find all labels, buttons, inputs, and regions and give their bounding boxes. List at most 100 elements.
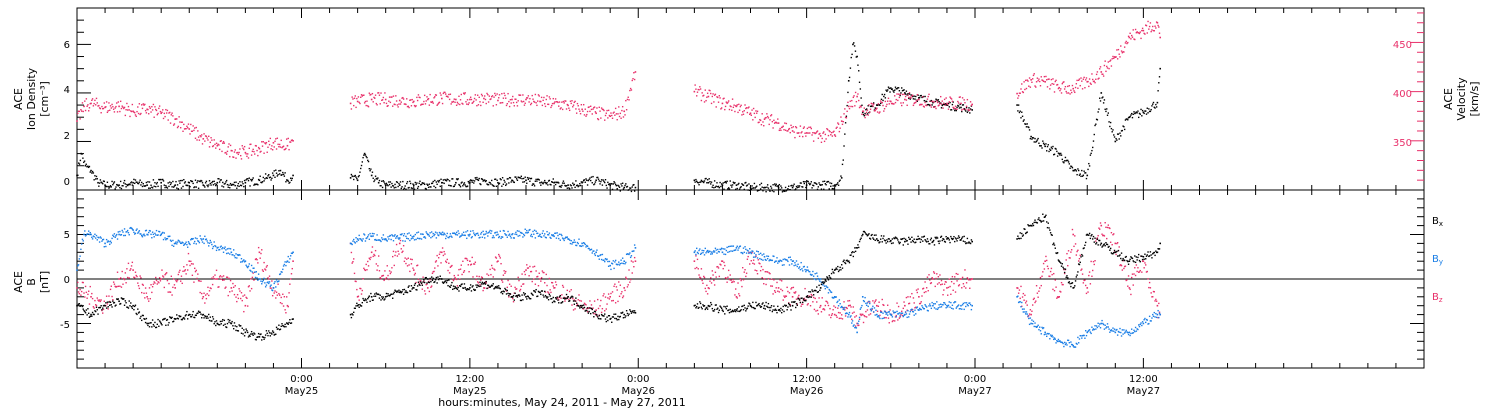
- bz-point: [565, 298, 568, 300]
- velocity-point: [443, 91, 445, 94]
- density-point: [257, 184, 259, 186]
- velocity-point: [913, 102, 915, 105]
- velocity-point: [126, 109, 129, 111]
- velocity-point: [512, 101, 515, 104]
- by-point: [372, 235, 374, 237]
- bz-point: [706, 293, 709, 295]
- bz-point: [373, 253, 375, 256]
- bz-point: [1152, 290, 1155, 293]
- bz-point: [420, 280, 422, 282]
- by-point: [483, 237, 486, 239]
- density-point: [575, 180, 577, 182]
- density-point: [454, 184, 456, 186]
- by-point: [1114, 331, 1117, 334]
- density-point: [498, 183, 500, 185]
- velocity-point: [1048, 78, 1050, 80]
- by-point: [398, 238, 400, 240]
- by-point: [717, 250, 720, 253]
- velocity-point: [732, 106, 735, 109]
- by-point: [95, 234, 98, 237]
- density-point: [1073, 170, 1075, 172]
- by-point: [110, 242, 112, 244]
- bz-point: [874, 300, 876, 302]
- density-point: [875, 104, 878, 106]
- density-point: [251, 178, 254, 181]
- by-point: [1105, 327, 1107, 329]
- by-point: [752, 256, 755, 258]
- bz-point: [252, 272, 254, 274]
- by-point: [739, 245, 742, 247]
- by-point: [877, 315, 880, 317]
- by-point: [615, 263, 618, 265]
- bz-point: [1017, 292, 1020, 294]
- density-point: [217, 178, 219, 180]
- density-point: [162, 180, 165, 182]
- by-point: [174, 242, 177, 245]
- bz-point: [1078, 257, 1081, 260]
- velocity-point: [465, 101, 467, 103]
- bz-point: [473, 263, 476, 265]
- density-point: [743, 188, 745, 191]
- density-point: [1042, 140, 1044, 142]
- velocity-point: [104, 106, 106, 109]
- velocity-point: [866, 109, 869, 111]
- density-point: [1114, 140, 1117, 143]
- density-point: [162, 178, 164, 181]
- velocity-point: [609, 115, 611, 118]
- bz-point: [859, 313, 862, 315]
- density-point: [86, 166, 88, 168]
- density-point: [1056, 150, 1058, 153]
- by-point: [1060, 341, 1063, 343]
- density-point: [868, 111, 870, 114]
- by-point: [778, 260, 781, 263]
- velocity-point: [543, 96, 545, 99]
- bz-point: [1037, 296, 1039, 298]
- density-point: [1134, 112, 1137, 114]
- bz-point: [211, 283, 214, 286]
- density-point: [100, 181, 102, 183]
- bz-point: [366, 269, 368, 271]
- bz-point: [932, 278, 934, 280]
- by-point: [789, 256, 791, 258]
- velocity-point: [173, 123, 176, 125]
- density-point: [1151, 105, 1153, 107]
- by-point: [629, 256, 632, 259]
- by-point: [394, 234, 396, 236]
- density-point: [805, 186, 807, 189]
- bz-point: [462, 271, 465, 273]
- by-point: [271, 289, 273, 291]
- velocity-point: [765, 116, 767, 119]
- density-point: [852, 43, 854, 46]
- density-point: [899, 94, 901, 97]
- bz-point: [498, 255, 501, 257]
- bz-point: [108, 295, 110, 297]
- bz-point: [223, 279, 226, 281]
- by-point: [693, 251, 696, 254]
- bz-point: [739, 277, 742, 280]
- bz-point: [1147, 278, 1149, 280]
- by-point: [791, 260, 794, 262]
- bz-point: [589, 300, 591, 302]
- density-point: [529, 180, 531, 182]
- velocity-point: [592, 108, 594, 110]
- bz-point: [629, 278, 632, 281]
- velocity-point: [214, 143, 216, 146]
- velocity-point: [561, 101, 563, 103]
- bz-point: [861, 313, 864, 316]
- bz-point: [289, 278, 292, 280]
- density-point: [713, 180, 716, 182]
- density-point: [152, 179, 155, 181]
- density-point: [1058, 152, 1060, 155]
- density-point: [213, 180, 215, 183]
- velocity-point: [877, 103, 880, 105]
- by-point: [696, 247, 698, 250]
- bz-point: [236, 300, 238, 303]
- by-point: [143, 233, 145, 235]
- bz-point: [447, 269, 449, 272]
- density-point: [633, 190, 636, 192]
- bz-point: [1028, 313, 1031, 315]
- by-point: [359, 238, 361, 240]
- by-point: [420, 233, 422, 235]
- bz-point: [810, 293, 813, 296]
- bz-point: [1046, 265, 1049, 267]
